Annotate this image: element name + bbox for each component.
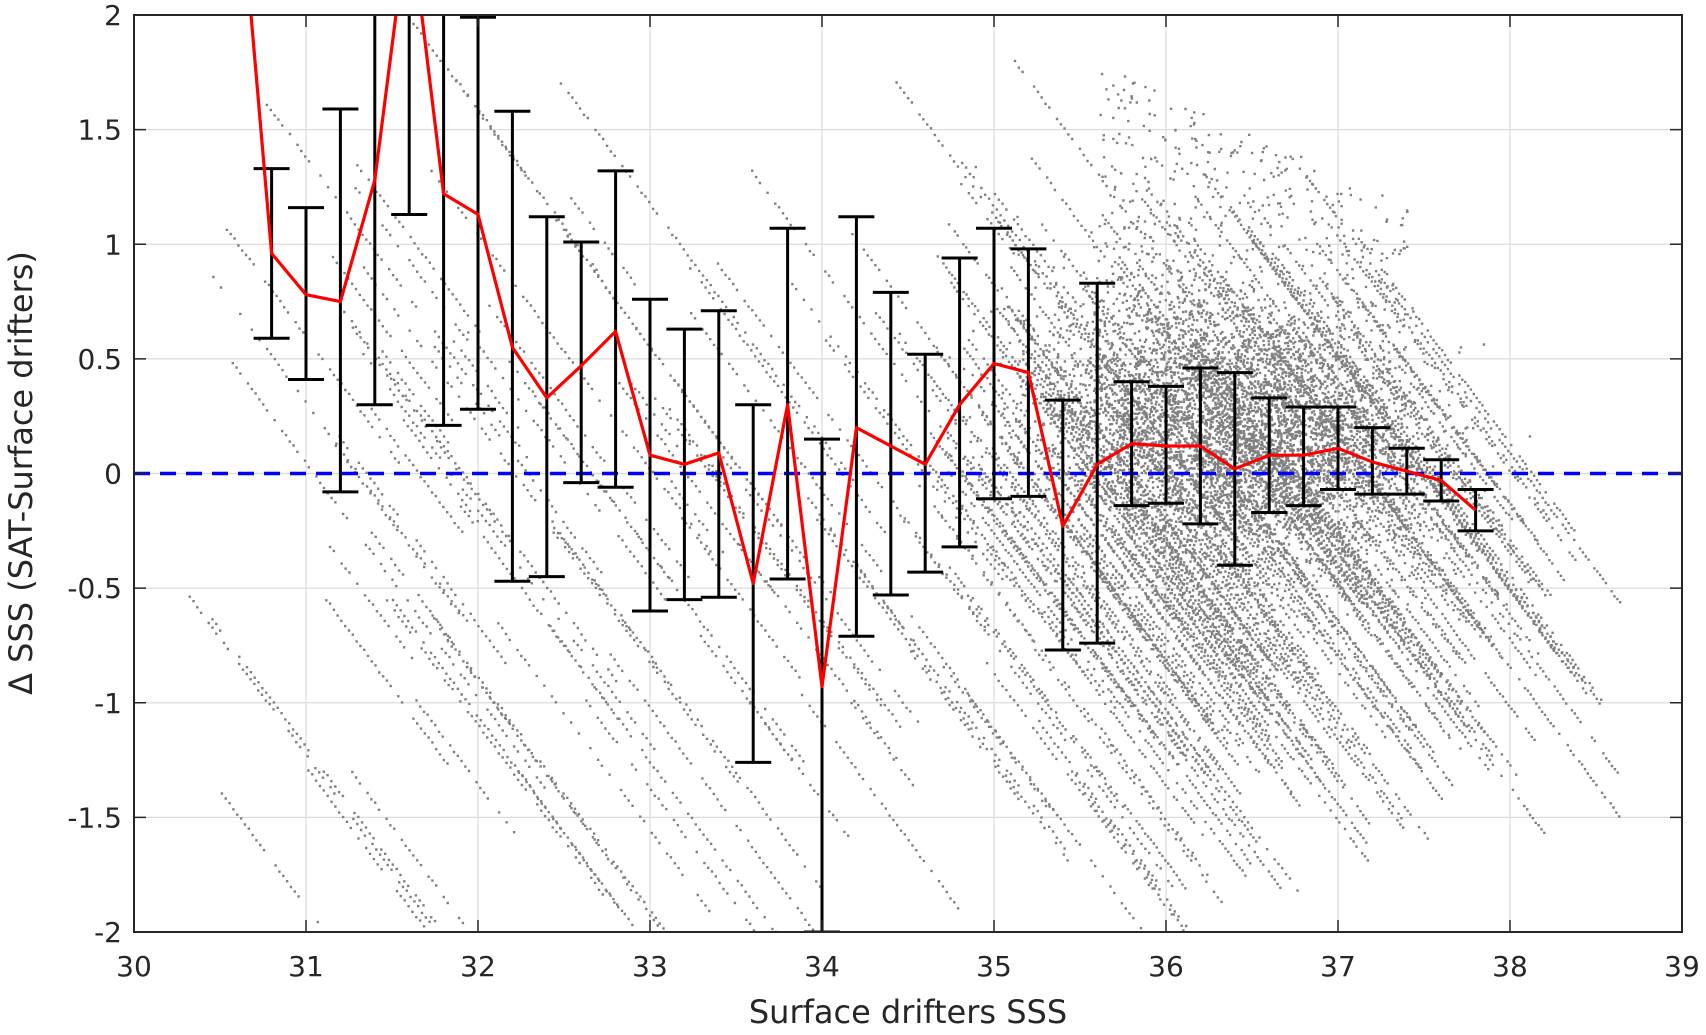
x-tick-label: 39 (1664, 950, 1700, 983)
mean-line (249, 15, 1477, 689)
x-tick-label: 33 (632, 950, 668, 983)
error-bar (425, 15, 462, 427)
x-tick-label: 35 (976, 950, 1012, 983)
x-axis-label: Surface drifters SSS (749, 993, 1067, 1031)
y-tick-label: 0.5 (77, 343, 122, 376)
x-axis-ticks: 30 31 32 33 34 35 36 37 38 39 (116, 15, 1700, 983)
x-tick-label: 32 (460, 950, 496, 983)
x-tick-label: 34 (804, 950, 840, 983)
y-tick-label: 0 (104, 458, 122, 491)
y-tick-label: -0.5 (67, 572, 122, 605)
error-bar (391, 15, 428, 216)
error-bar (872, 290, 909, 597)
x-tick-label: 37 (1320, 950, 1356, 983)
x-tick-label: 36 (1148, 950, 1184, 983)
scatter-points-path (188, 17, 1622, 932)
y-tick-label: 1.5 (77, 114, 122, 147)
error-bar (597, 169, 634, 489)
y-tick-label: -2 (94, 916, 122, 949)
x-tick-label: 38 (1492, 950, 1528, 983)
y-axis-ticks: -2 -1.5 -1 -0.5 0 0.5 1 1.5 2 (67, 0, 1682, 949)
y-tick-label: -1.5 (67, 801, 122, 834)
y-axis-label: Δ SSS (SAT-Surface drifters) (2, 251, 40, 695)
x-tick-label: 31 (288, 950, 324, 983)
y-tick-label: 1 (104, 228, 122, 261)
scatter-points (188, 17, 1622, 932)
y-tick-label: -1 (94, 687, 122, 720)
mean-polyline (249, 15, 1477, 689)
error-bar (563, 240, 600, 485)
y-tick-label: 2 (104, 0, 122, 32)
x-tick-label: 30 (116, 950, 152, 983)
